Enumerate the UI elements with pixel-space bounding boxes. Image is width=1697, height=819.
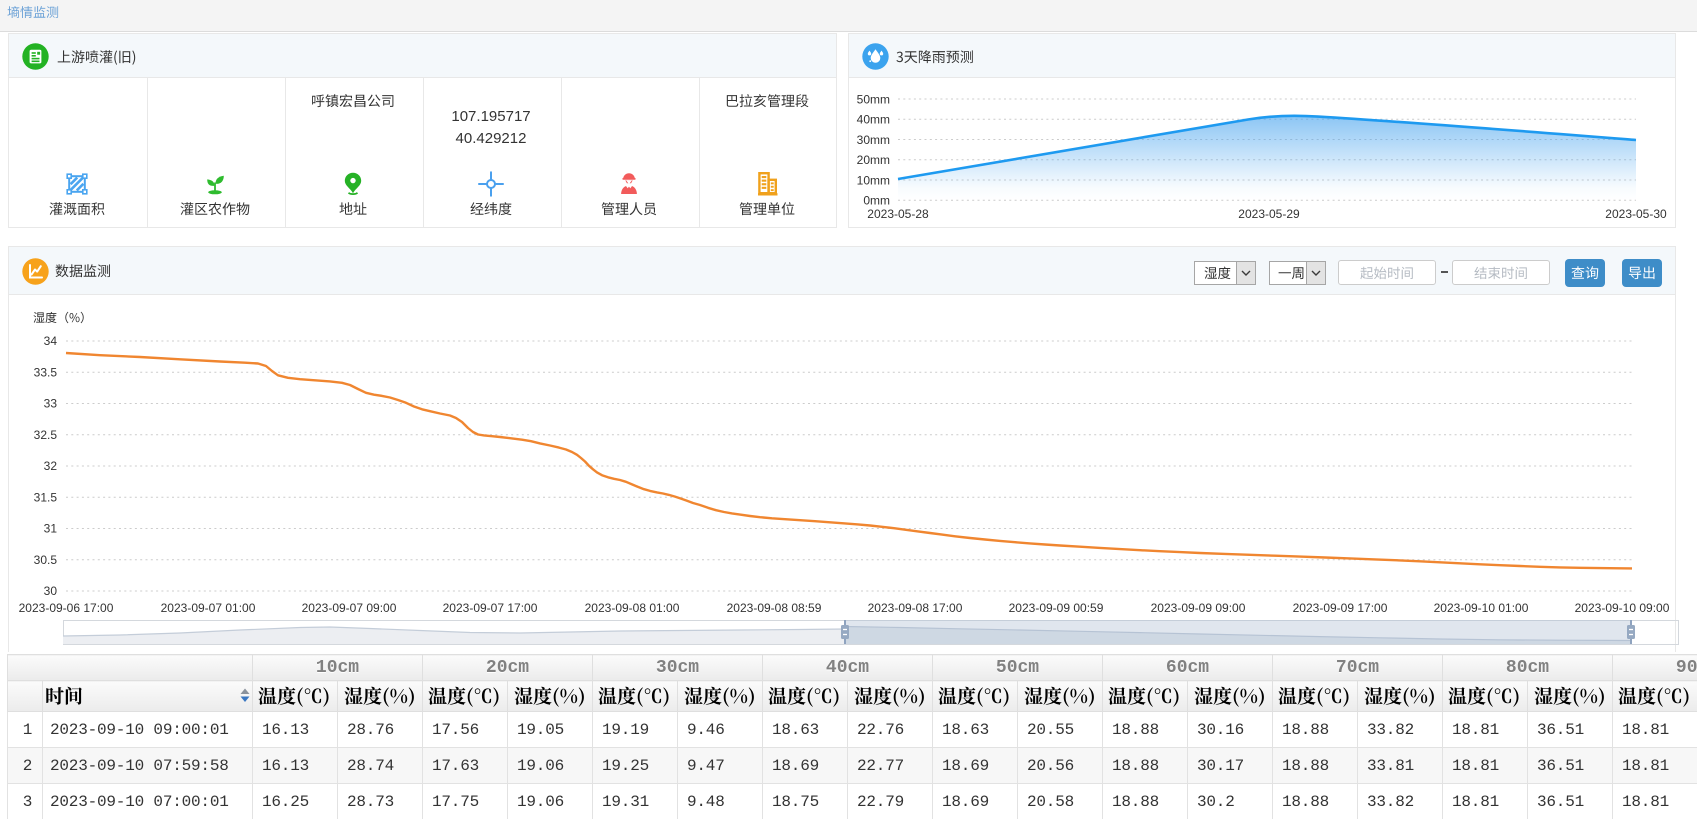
svg-text:30: 30 bbox=[44, 584, 58, 598]
svg-text:0mm: 0mm bbox=[863, 194, 890, 208]
svg-text:2023-09-09 09:00: 2023-09-09 09:00 bbox=[1151, 601, 1246, 615]
svg-text:2023-09-07 17:00: 2023-09-07 17:00 bbox=[443, 601, 538, 615]
svg-text:2023-05-28: 2023-05-28 bbox=[867, 207, 929, 221]
svg-text:2023-09-10 09:00: 2023-09-10 09:00 bbox=[1575, 601, 1670, 615]
svg-text:40mm: 40mm bbox=[857, 113, 890, 127]
svg-text:31.5: 31.5 bbox=[34, 490, 58, 504]
svg-text:2023-09-07 01:00: 2023-09-07 01:00 bbox=[161, 601, 256, 615]
svg-text:2023-09-09 17:00: 2023-09-09 17:00 bbox=[1293, 601, 1388, 615]
svg-text:2023-09-07 09:00: 2023-09-07 09:00 bbox=[302, 601, 397, 615]
svg-text:2023-09-06 17:00: 2023-09-06 17:00 bbox=[19, 601, 114, 615]
svg-text:2023-09-09 00:59: 2023-09-09 00:59 bbox=[1009, 601, 1104, 615]
svg-text:10mm: 10mm bbox=[857, 174, 890, 188]
svg-text:34: 34 bbox=[44, 334, 58, 348]
svg-text:2023-09-08 01:00: 2023-09-08 01:00 bbox=[585, 601, 680, 615]
svg-text:30mm: 30mm bbox=[857, 133, 890, 147]
svg-text:33: 33 bbox=[44, 397, 58, 411]
svg-text:20mm: 20mm bbox=[857, 153, 890, 167]
svg-text:2023-09-10 01:00: 2023-09-10 01:00 bbox=[1434, 601, 1529, 615]
svg-text:30.5: 30.5 bbox=[34, 553, 58, 567]
svg-text:33.5: 33.5 bbox=[34, 365, 58, 379]
svg-text:50mm: 50mm bbox=[857, 93, 890, 107]
svg-text:31: 31 bbox=[44, 522, 58, 536]
svg-text:2023-09-08 17:00: 2023-09-08 17:00 bbox=[868, 601, 963, 615]
svg-text:2023-05-30: 2023-05-30 bbox=[1605, 207, 1667, 221]
svg-text:2023-09-08 08:59: 2023-09-08 08:59 bbox=[727, 601, 822, 615]
svg-text:32.5: 32.5 bbox=[34, 428, 58, 442]
svg-text:32: 32 bbox=[44, 459, 58, 473]
svg-text:2023-05-29: 2023-05-29 bbox=[1238, 207, 1300, 221]
